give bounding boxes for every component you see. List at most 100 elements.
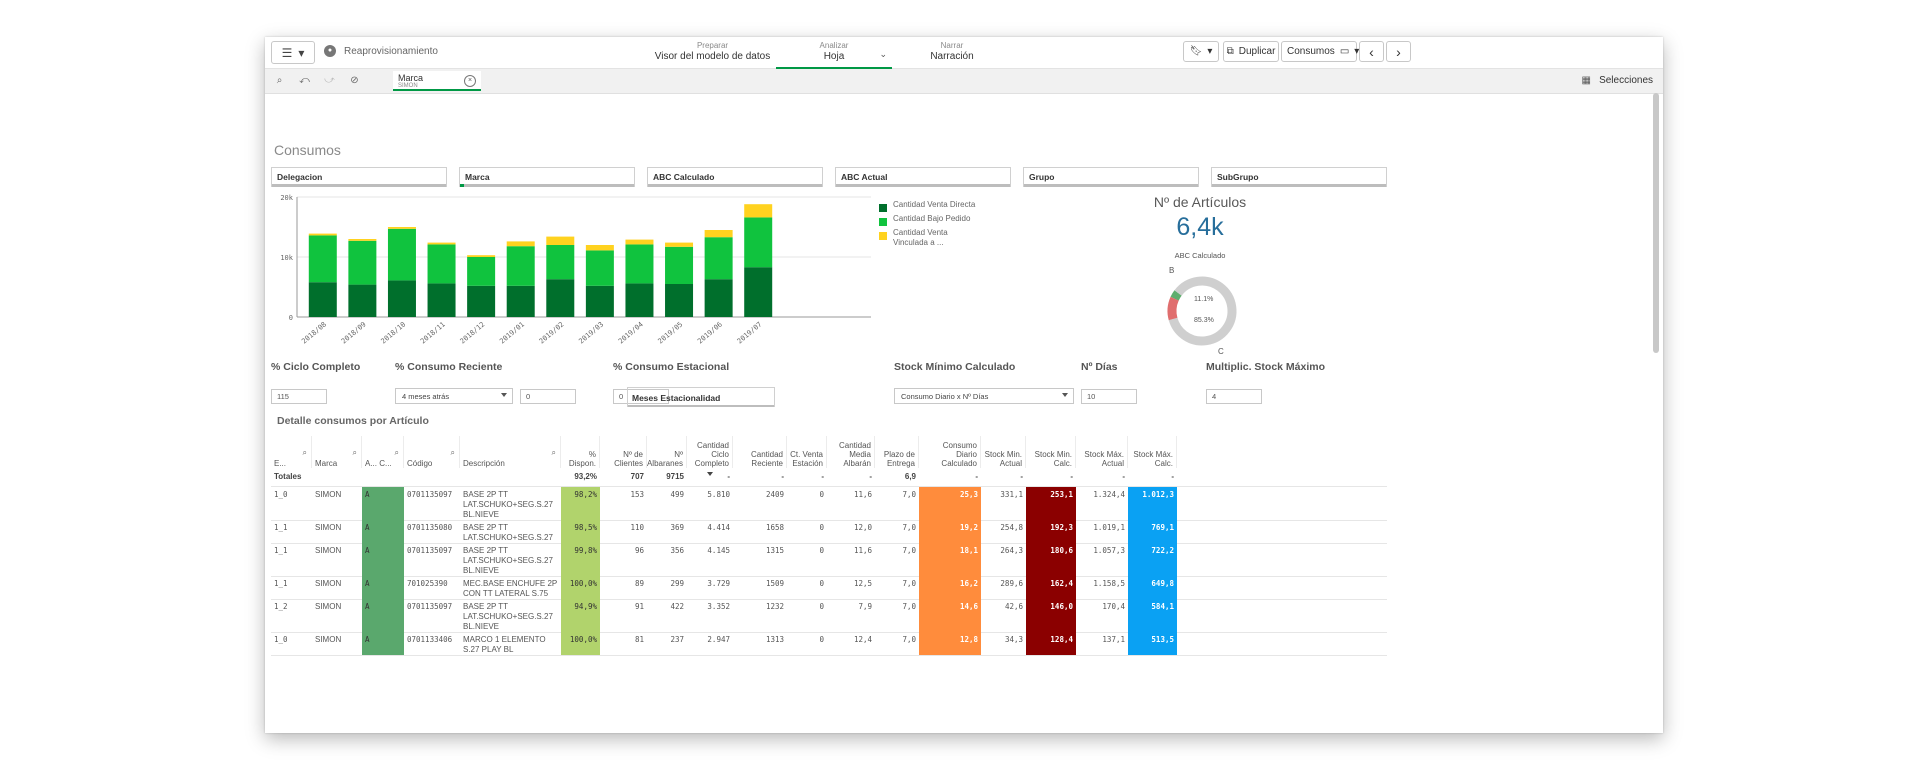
cell-descripcion[interactable]: BASE 2P TT LAT.SCHUKO+SEG.S.27 BL.NIEVE	[463, 490, 553, 519]
close-icon[interactable]: ×	[464, 75, 476, 87]
bar-venta-vinculada[interactable]	[308, 233, 337, 236]
cell-codigo[interactable]: 0701135097	[407, 546, 453, 555]
step-forward-icon[interactable]: ⤻	[324, 75, 335, 86]
cell-marca[interactable]: SIMON	[315, 490, 342, 499]
col-header-reciente[interactable]: Cantidad Reciente	[733, 436, 787, 468]
bar-venta-vinculada[interactable]	[704, 230, 733, 238]
cell-marca[interactable]: SIMON	[315, 579, 342, 588]
vertical-scrollbar[interactable]	[1653, 93, 1659, 353]
search-icon[interactable]: ⌕	[302, 448, 307, 457]
bar-venta-directa[interactable]	[665, 284, 694, 317]
tab-narrar[interactable]: Narrar Narración	[897, 39, 1007, 67]
col-header-media-albaran[interactable]: Cantidad Media Albarán	[827, 436, 875, 468]
search-icon[interactable]: ⌕	[352, 448, 357, 457]
bar-venta-vinculada[interactable]	[585, 245, 614, 251]
cell-abc[interactable]: A	[362, 520, 404, 543]
bar-venta-vinculada[interactable]	[744, 204, 773, 218]
step-back-icon[interactable]: ⤺	[299, 75, 310, 86]
bar-venta-vinculada[interactable]	[625, 239, 654, 245]
bar-venta-vinculada[interactable]	[506, 241, 535, 247]
cell-marca[interactable]: SIMON	[315, 602, 342, 611]
consumos-bar-chart[interactable]: 0 10k 20k 2018/08 2018/09 2018/10 2018/11 2018/…	[271, 191, 871, 351]
bar-venta-vinculada[interactable]	[348, 239, 377, 241]
col-header-stock-min-actual[interactable]: Stock Min. Actual	[981, 436, 1026, 468]
bar-bajo-pedido[interactable]	[625, 244, 654, 284]
bar-bajo-pedido[interactable]	[506, 246, 535, 286]
selections-button[interactable]: Selecciones	[1599, 75, 1653, 86]
bar-venta-directa[interactable]	[546, 279, 575, 317]
filter-grupo[interactable]: Grupo	[1023, 167, 1199, 187]
cell-abc[interactable]: A	[362, 599, 404, 632]
cell-codigo[interactable]: 0701135080	[407, 523, 453, 532]
col-header-abc[interactable]: A... C... ⌕	[362, 436, 404, 468]
global-menu-button[interactable]: ☰ ▾	[271, 41, 315, 64]
bar-venta-vinculada[interactable]	[387, 227, 416, 229]
cell-abc[interactable]: A	[362, 632, 404, 655]
search-icon[interactable]: ⌕	[394, 448, 399, 457]
col-header-codigo[interactable]: Código ⌕	[404, 436, 460, 468]
filter-subgrupo[interactable]: SubGrupo	[1211, 167, 1387, 187]
selections-tool-icon[interactable]: ▦	[1581, 75, 1591, 86]
legend-item-venta-directa[interactable]: Cantidad Venta Directa	[879, 200, 983, 212]
col-header-albaranes[interactable]: Nº Albaranes	[647, 436, 687, 468]
col-header-descripcion[interactable]: Descripción ⌕	[460, 436, 561, 468]
bar-venta-directa[interactable]	[308, 282, 337, 317]
clear-selections-icon[interactable]: ⊘	[350, 75, 359, 86]
chevron-down-icon[interactable]: ⌄	[879, 49, 887, 59]
bar-venta-directa[interactable]	[348, 284, 377, 317]
bar-venta-directa[interactable]	[744, 267, 773, 317]
bar-bajo-pedido[interactable]	[308, 235, 337, 283]
cell-marca[interactable]: SIMON	[315, 523, 342, 532]
cell-codigo[interactable]: 0701135097	[407, 490, 453, 499]
col-header-stock-min-calc[interactable]: Stock Min. Calc.	[1026, 436, 1076, 468]
filter-abc-calculado[interactable]: ABC Calculado	[647, 167, 823, 187]
cell-abc[interactable]	[362, 469, 404, 486]
next-sheet-button[interactable]: ›	[1386, 41, 1411, 62]
legend-item-bajo-pedido[interactable]: Cantidad Bajo Pedido	[879, 214, 983, 226]
cell-marca[interactable]: SIMON	[315, 635, 342, 644]
abc-donut-chart[interactable]: B C 11.1% 85.3%	[1159, 264, 1243, 354]
cell-marca[interactable]: SIMON	[315, 546, 342, 555]
search-icon[interactable]: ⌕	[450, 448, 455, 457]
consumo-reciente-select[interactable]: 4 meses atrás	[395, 388, 513, 404]
bar-venta-directa[interactable]	[704, 279, 733, 317]
bar-bajo-pedido[interactable]	[387, 228, 416, 281]
cell-abc[interactable]: A	[362, 543, 404, 576]
bar-bajo-pedido[interactable]	[467, 257, 496, 286]
bar-venta-directa[interactable]	[467, 285, 496, 317]
tab-analizar[interactable]: Analizar Hoja ⌄	[776, 39, 892, 69]
cell-codigo[interactable]: 701025390	[407, 579, 448, 588]
multiplic-stock-input[interactable]: 4	[1206, 389, 1262, 404]
bar-venta-directa[interactable]	[427, 283, 456, 317]
selection-chip-marca[interactable]: Marca SIMON ×	[393, 71, 481, 91]
cell-descripcion[interactable]: MARCO 1 ELEMENTO S.27 PLAY BL	[463, 635, 546, 654]
donut-segment-c[interactable]	[1160, 269, 1243, 353]
bar-venta-directa[interactable]	[387, 280, 416, 317]
filter-marca[interactable]: Marca	[459, 167, 635, 187]
tab-preparar[interactable]: Preparar Visor del modelo de datos	[650, 39, 775, 67]
col-header-disponibilidad[interactable]: % Dispon.	[561, 436, 600, 468]
ciclo-completo-input[interactable]: 115	[271, 389, 327, 404]
col-header-stock-max-actual[interactable]: Stock Máx. Actual	[1076, 436, 1128, 468]
bar-bajo-pedido[interactable]	[665, 246, 694, 284]
cell-codigo[interactable]	[404, 469, 460, 486]
bar-venta-vinculada[interactable]	[427, 242, 456, 245]
col-header-ciclo[interactable]: Cantidad Ciclo Completo	[687, 436, 733, 476]
bar-bajo-pedido[interactable]	[585, 250, 614, 286]
col-header-clientes[interactable]: Nº de Clientes	[600, 436, 647, 468]
col-header-consumo-diario[interactable]: Consumo Diario Calculado	[919, 436, 981, 468]
bar-bajo-pedido[interactable]	[744, 217, 773, 268]
cell-codigo[interactable]: 0701135097	[407, 602, 453, 611]
cell-descripcion[interactable]: BASE 2P TT LAT.SCHUKO+SEG.S.27 BL.NIEVE	[463, 546, 553, 575]
consumo-reciente-input[interactable]: 0	[520, 389, 576, 404]
sheet-selector[interactable]: Consumos ▭ ▾	[1281, 41, 1359, 62]
cell-codigo[interactable]: 0701133406	[407, 635, 453, 644]
filter-abc-actual[interactable]: ABC Actual	[835, 167, 1011, 187]
meses-estacionalidad-filter[interactable]: Meses Estacionalidad	[627, 387, 775, 407]
col-header-plazo[interactable]: Plazo de Entrega	[875, 436, 919, 468]
prev-sheet-button[interactable]: ‹	[1359, 41, 1384, 62]
duplicate-button[interactable]: ⧉ Duplicar	[1223, 41, 1279, 62]
cell-abc[interactable]: A	[362, 576, 404, 599]
num-dias-input[interactable]: 10	[1081, 389, 1137, 404]
cell-descripcion[interactable]	[460, 469, 561, 486]
